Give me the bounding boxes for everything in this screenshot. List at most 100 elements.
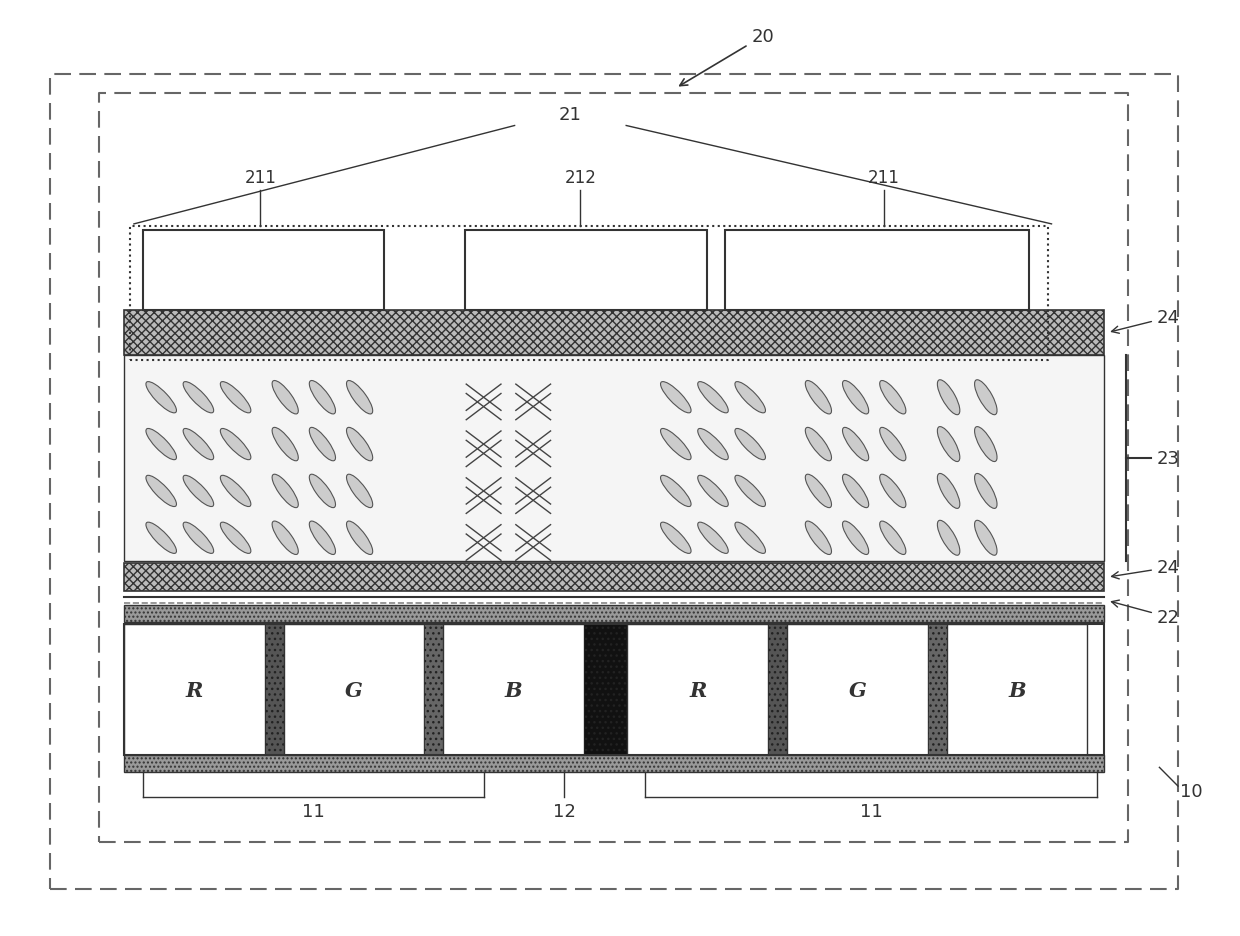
Ellipse shape: [879, 381, 906, 415]
Ellipse shape: [735, 429, 765, 461]
Bar: [143, 231, 384, 311]
Ellipse shape: [272, 381, 299, 415]
Ellipse shape: [805, 428, 832, 461]
Bar: [768, 624, 787, 755]
Ellipse shape: [346, 475, 373, 508]
Ellipse shape: [146, 475, 176, 507]
Text: 211: 211: [868, 168, 900, 186]
Text: 24: 24: [1111, 559, 1180, 579]
Text: 12: 12: [553, 802, 575, 820]
Ellipse shape: [937, 520, 960, 556]
Ellipse shape: [309, 428, 336, 461]
Bar: [124, 606, 1104, 622]
Ellipse shape: [735, 475, 765, 507]
Ellipse shape: [346, 521, 373, 555]
Ellipse shape: [221, 522, 250, 554]
Ellipse shape: [842, 475, 869, 508]
Bar: [124, 311, 1104, 356]
Text: 22: 22: [1111, 601, 1180, 626]
Ellipse shape: [975, 380, 997, 416]
Ellipse shape: [346, 381, 373, 415]
Bar: [124, 356, 1104, 562]
Ellipse shape: [698, 475, 728, 507]
Ellipse shape: [698, 382, 728, 414]
Text: 20: 20: [680, 28, 774, 86]
Bar: [284, 624, 424, 755]
Ellipse shape: [272, 428, 299, 461]
Ellipse shape: [975, 520, 997, 556]
Text: R: R: [186, 680, 203, 700]
Ellipse shape: [272, 475, 299, 508]
Ellipse shape: [879, 428, 906, 461]
Bar: [424, 624, 443, 755]
Text: G: G: [345, 680, 363, 700]
Ellipse shape: [146, 522, 176, 554]
Text: G: G: [848, 680, 867, 700]
Text: 11: 11: [859, 802, 883, 820]
Text: B: B: [505, 680, 522, 700]
Bar: [928, 624, 946, 755]
Bar: [124, 563, 1104, 592]
Ellipse shape: [842, 381, 869, 415]
Bar: [946, 624, 1087, 755]
Bar: [124, 755, 1104, 772]
Text: 11: 11: [301, 802, 325, 820]
Ellipse shape: [272, 521, 299, 555]
Ellipse shape: [698, 429, 728, 461]
Ellipse shape: [184, 522, 213, 554]
Text: 212: 212: [564, 168, 596, 186]
Ellipse shape: [221, 429, 250, 461]
Ellipse shape: [146, 382, 176, 414]
Ellipse shape: [184, 475, 213, 507]
Ellipse shape: [221, 382, 250, 414]
Bar: [264, 624, 284, 755]
Ellipse shape: [661, 522, 691, 554]
Ellipse shape: [309, 381, 336, 415]
Text: 23: 23: [1157, 449, 1180, 468]
Ellipse shape: [842, 428, 869, 461]
Text: R: R: [689, 680, 707, 700]
Bar: [264, 624, 284, 755]
Ellipse shape: [184, 429, 213, 461]
Ellipse shape: [661, 429, 691, 461]
Ellipse shape: [661, 382, 691, 414]
Ellipse shape: [805, 381, 832, 415]
Bar: [627, 624, 768, 755]
Bar: [443, 624, 584, 755]
Ellipse shape: [661, 475, 691, 507]
Bar: [124, 624, 264, 755]
Ellipse shape: [842, 521, 869, 555]
Ellipse shape: [879, 475, 906, 508]
Ellipse shape: [937, 474, 960, 509]
Text: 10: 10: [1180, 782, 1203, 800]
Ellipse shape: [805, 521, 832, 555]
Ellipse shape: [937, 380, 960, 416]
Text: 211: 211: [244, 168, 277, 186]
Ellipse shape: [805, 475, 832, 508]
Bar: [584, 624, 627, 755]
Ellipse shape: [879, 521, 906, 555]
Ellipse shape: [184, 382, 213, 414]
Ellipse shape: [221, 475, 250, 507]
Bar: [768, 624, 787, 755]
Text: B: B: [1008, 680, 1025, 700]
Ellipse shape: [735, 382, 765, 414]
Ellipse shape: [975, 427, 997, 462]
Ellipse shape: [735, 522, 765, 554]
Ellipse shape: [698, 522, 728, 554]
Ellipse shape: [346, 428, 373, 461]
Bar: [928, 624, 946, 755]
Ellipse shape: [309, 521, 336, 555]
Text: 24: 24: [1111, 309, 1180, 334]
Bar: [465, 231, 707, 311]
Ellipse shape: [146, 429, 176, 461]
Text: 21: 21: [559, 106, 582, 124]
Ellipse shape: [975, 474, 997, 509]
Bar: [787, 624, 928, 755]
Ellipse shape: [309, 475, 336, 508]
Ellipse shape: [937, 427, 960, 462]
Bar: [584, 624, 627, 755]
Bar: [424, 624, 443, 755]
Bar: [124, 624, 1104, 755]
Bar: [725, 231, 1029, 311]
